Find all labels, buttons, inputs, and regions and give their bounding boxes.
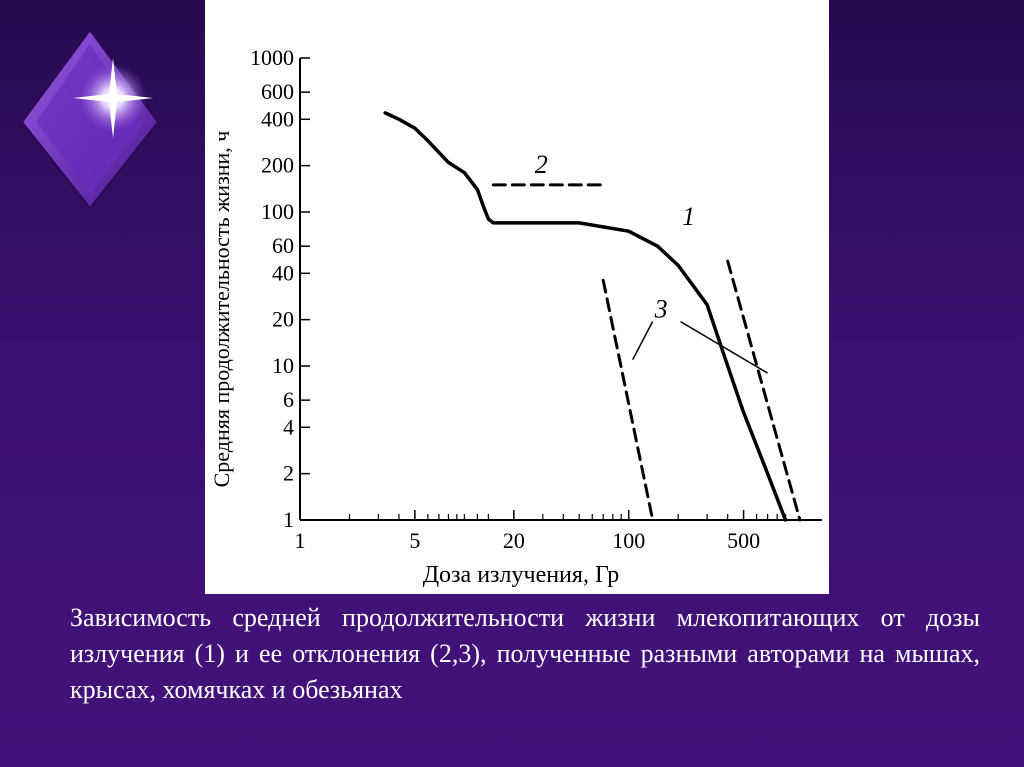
y-tick-label: 4 [283,414,294,439]
x-tick-label: 5 [409,528,420,553]
x-tick-label: 20 [503,528,525,553]
y-tick-label: 2 [283,461,294,486]
y-tick-label: 400 [261,106,294,131]
x-tick-label: 1 [295,528,306,553]
x-tick-label: 500 [727,528,760,553]
y-tick-label: 60 [272,233,294,258]
series-3-leader-right [680,320,768,374]
y-tick-label: 10 [272,353,294,378]
y-tick-label: 40 [272,260,294,285]
series-2-label: 2 [535,150,548,179]
y-tick-label: 20 [272,307,294,332]
series-4-line [726,259,802,522]
caption: Зависимость средней продолжительности жи… [70,603,980,704]
y-tick-label: 600 [261,79,294,104]
y-tick-label: 6 [283,387,294,412]
y-tick-label: 100 [261,199,294,224]
series-3-label: 3 [654,295,668,324]
series-1-label: 1 [682,202,695,231]
x-axis-label: Доза излучения, Гр [423,562,620,588]
y-axis-label: Средняя продолжительность жизни, ч [209,131,234,488]
x-tick-label: 100 [612,528,645,553]
series-3-line [601,278,655,522]
y-tick-label: 1000 [250,45,294,70]
chart-panel: 1000 600 400 200 100 60 40 20 10 6 4 2 1 1 5 20 100 500 До… [205,0,829,594]
diamond-star-icon [20,28,160,210]
series-1-line [383,111,788,522]
series-3-leader-left [632,321,654,360]
y-tick-label: 200 [261,153,294,178]
y-tick-label: 1 [283,507,294,532]
